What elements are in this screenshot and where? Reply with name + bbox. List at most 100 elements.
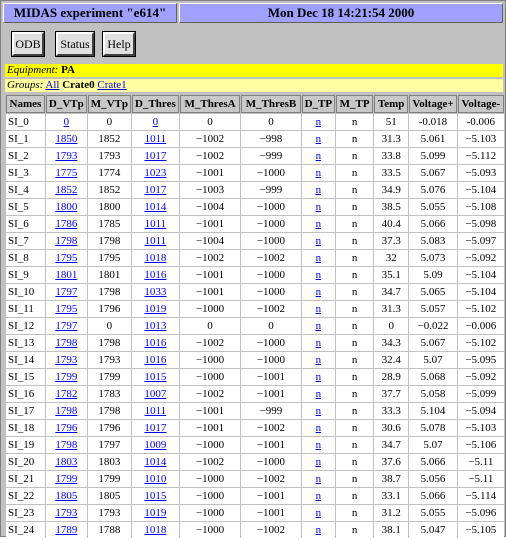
value-link[interactable]: n bbox=[315, 167, 322, 179]
value-link[interactable]: n bbox=[315, 303, 322, 315]
table-cell: −5.108 bbox=[457, 199, 504, 215]
value-link[interactable]: 1793 bbox=[55, 150, 78, 162]
value-link[interactable]: 1010 bbox=[144, 473, 167, 485]
value-link[interactable]: n bbox=[315, 320, 322, 332]
value-link[interactable]: 1015 bbox=[144, 490, 167, 502]
value-link[interactable]: n bbox=[315, 286, 322, 298]
value-link[interactable]: 1801 bbox=[55, 269, 78, 281]
value-link[interactable]: 1013 bbox=[144, 320, 167, 332]
value-link[interactable]: 1015 bbox=[144, 371, 167, 383]
value-link[interactable]: n bbox=[315, 456, 322, 468]
value-link[interactable]: 1016 bbox=[144, 354, 167, 366]
value-link[interactable]: 1852 bbox=[55, 184, 78, 196]
value-link[interactable]: 1796 bbox=[55, 422, 78, 434]
value-link[interactable]: 1803 bbox=[55, 456, 78, 468]
value-link[interactable]: n bbox=[315, 524, 322, 536]
table-cell: n bbox=[301, 403, 336, 419]
table-cell: 0 bbox=[241, 114, 301, 130]
column-header: D_VTp bbox=[45, 95, 87, 113]
value-link[interactable]: 1011 bbox=[144, 405, 167, 417]
value-link[interactable]: n bbox=[315, 422, 322, 434]
value-link[interactable]: 1782 bbox=[55, 388, 78, 400]
value-link[interactable]: 1014 bbox=[144, 201, 167, 213]
value-link[interactable]: 1798 bbox=[55, 337, 78, 349]
value-link[interactable]: 1850 bbox=[55, 133, 78, 145]
value-link[interactable]: 1805 bbox=[55, 490, 78, 502]
value-link[interactable]: n bbox=[315, 473, 322, 485]
value-link[interactable]: 1797 bbox=[55, 286, 78, 298]
value-link[interactable]: 1793 bbox=[55, 354, 78, 366]
value-link[interactable]: 1016 bbox=[144, 337, 167, 349]
table-cell: −5.092 bbox=[457, 369, 504, 385]
table-cell: −5.092 bbox=[457, 250, 504, 266]
value-link[interactable]: 1017 bbox=[144, 422, 167, 434]
value-link[interactable]: 1033 bbox=[144, 286, 167, 298]
table-cell: SI_0 bbox=[6, 114, 45, 130]
value-link[interactable]: 1795 bbox=[55, 252, 78, 264]
value-link[interactable]: n bbox=[315, 354, 322, 366]
value-link[interactable]: 1795 bbox=[55, 303, 78, 315]
value-link[interactable]: 1798 bbox=[55, 439, 78, 451]
value-link[interactable]: n bbox=[315, 439, 322, 451]
value-link[interactable]: 1011 bbox=[144, 235, 167, 247]
value-link[interactable]: n bbox=[315, 388, 322, 400]
value-link[interactable]: 0 bbox=[63, 116, 70, 128]
table-cell: −1002 bbox=[179, 386, 241, 402]
table-cell: n bbox=[336, 182, 374, 198]
value-link[interactable]: n bbox=[315, 235, 322, 247]
value-link[interactable]: n bbox=[315, 269, 322, 281]
value-link[interactable]: 1011 bbox=[144, 218, 167, 230]
value-link[interactable]: 1799 bbox=[55, 473, 78, 485]
value-link[interactable]: 1019 bbox=[144, 507, 167, 519]
value-link[interactable]: 0 bbox=[152, 116, 159, 128]
value-link[interactable]: n bbox=[315, 405, 322, 417]
value-link[interactable]: 1797 bbox=[55, 320, 78, 332]
table-cell: 1793 bbox=[87, 505, 132, 521]
group-link-crate1[interactable]: Crate1 bbox=[97, 79, 127, 91]
table-cell: n bbox=[336, 437, 374, 453]
value-link[interactable]: 1014 bbox=[144, 456, 167, 468]
value-link[interactable]: n bbox=[315, 337, 322, 349]
value-link[interactable]: 1018 bbox=[144, 524, 167, 536]
value-link[interactable]: 1007 bbox=[144, 388, 167, 400]
value-link[interactable]: 1775 bbox=[55, 167, 78, 179]
value-link[interactable]: 1786 bbox=[55, 218, 78, 230]
value-link[interactable]: 1018 bbox=[144, 252, 167, 264]
value-link[interactable]: n bbox=[315, 184, 322, 196]
value-link[interactable]: 1019 bbox=[144, 303, 167, 315]
table-cell: 1789 bbox=[45, 522, 87, 538]
table-cell: 5.056 bbox=[409, 471, 457, 487]
value-link[interactable]: 1023 bbox=[144, 167, 167, 179]
value-link[interactable]: n bbox=[315, 507, 322, 519]
status-button[interactable]: Status bbox=[55, 31, 95, 57]
value-link[interactable]: 1017 bbox=[144, 184, 167, 196]
value-link[interactable]: 1800 bbox=[55, 201, 78, 213]
table-header-row: Names D_VTp M_VTp D_Thres M_ThresA M_ThresB D_… bbox=[6, 95, 504, 113]
value-link[interactable]: 1789 bbox=[55, 524, 78, 536]
group-link-all[interactable]: All bbox=[45, 79, 60, 91]
value-link[interactable]: n bbox=[315, 133, 322, 145]
value-link[interactable]: n bbox=[315, 252, 322, 264]
value-link[interactable]: 1011 bbox=[144, 133, 167, 145]
column-header: M_ThresA bbox=[179, 95, 241, 113]
value-link[interactable]: 1017 bbox=[144, 150, 167, 162]
help-button[interactable]: Help bbox=[102, 31, 136, 57]
value-link[interactable]: 1009 bbox=[144, 439, 167, 451]
table-cell: 1797 bbox=[45, 318, 87, 334]
value-link[interactable]: n bbox=[315, 201, 322, 213]
table-row: SI_14 1793 1793 1016 −1000 −1000 n n 32.4 5.07 −5.… bbox=[6, 352, 504, 368]
value-link[interactable]: 1793 bbox=[55, 507, 78, 519]
value-link[interactable]: 1798 bbox=[55, 405, 78, 417]
value-link[interactable]: 1799 bbox=[55, 371, 78, 383]
value-link[interactable]: n bbox=[315, 150, 322, 162]
odb-button[interactable]: ODB bbox=[11, 31, 45, 57]
value-link[interactable]: 1798 bbox=[55, 235, 78, 247]
value-link[interactable]: n bbox=[315, 116, 322, 128]
column-header: M_ThresB bbox=[241, 95, 301, 113]
value-link[interactable]: n bbox=[315, 490, 322, 502]
table-cell: 5.068 bbox=[409, 369, 457, 385]
value-link[interactable]: 1016 bbox=[144, 269, 167, 281]
value-link[interactable]: n bbox=[315, 218, 322, 230]
value-link[interactable]: n bbox=[315, 371, 322, 383]
